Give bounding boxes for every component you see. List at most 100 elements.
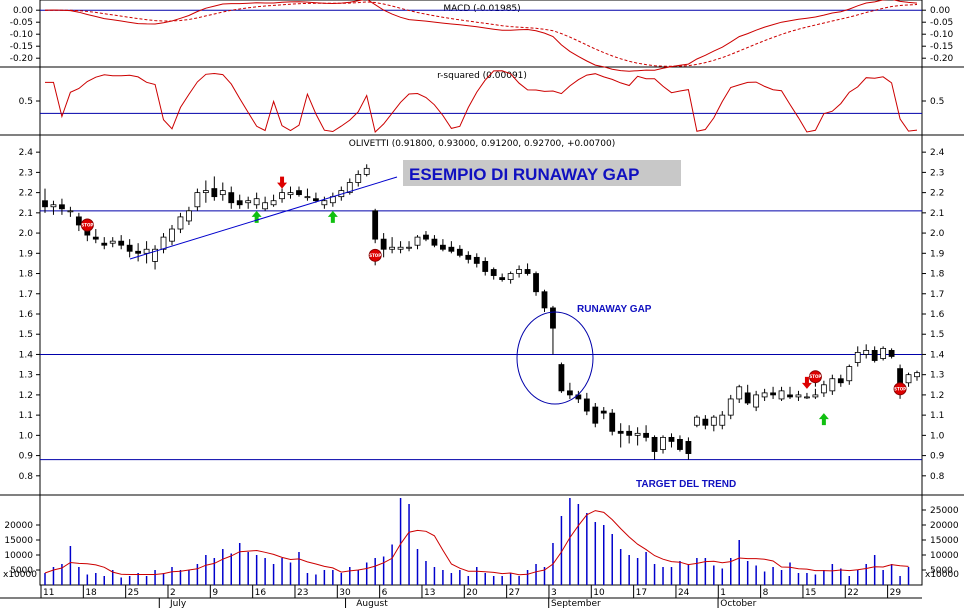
- candle-body-up: [169, 228, 175, 242]
- candle: [516, 265, 522, 278]
- price-tick-left: 2.3: [19, 168, 33, 178]
- candle: [609, 409, 616, 436]
- price-tick-right: 1.5: [930, 330, 944, 340]
- candle-body-up: [507, 273, 514, 281]
- candle: [92, 229, 99, 244]
- stop-sign-disc: [893, 382, 907, 396]
- candle-body-up: [186, 210, 192, 222]
- candle: [363, 164, 370, 177]
- candle: [846, 364, 853, 385]
- macd-tick-left: -0.15: [10, 42, 33, 52]
- candle: [355, 170, 362, 187]
- candle-body-up: [109, 240, 116, 244]
- price-tick-left: 1.7: [19, 290, 33, 300]
- candle-body-up: [795, 394, 802, 398]
- date-label: 24: [678, 588, 690, 598]
- macd-tick-left: -0.05: [10, 18, 33, 28]
- candle-body-up: [346, 182, 353, 194]
- candle: [753, 390, 760, 412]
- candle-body-down: [685, 441, 692, 454]
- candle: [499, 273, 506, 282]
- candle: [812, 388, 819, 399]
- stop-sign-text: STOP: [809, 374, 821, 379]
- volume-average-line: [44, 510, 909, 576]
- big-label-background: [403, 160, 681, 186]
- candle: [279, 188, 285, 203]
- candle: [465, 251, 472, 264]
- candle-body-down: [42, 200, 48, 208]
- candle: [854, 346, 861, 367]
- price-tick-right: 1.9: [930, 249, 945, 259]
- candle: [871, 346, 878, 363]
- candle: [126, 239, 133, 258]
- volume-tick-left: 10000: [4, 551, 33, 561]
- macd-tick-left: -0.10: [10, 30, 34, 40]
- buy-arrow-green: [251, 210, 262, 223]
- candle-body-up: [279, 192, 285, 200]
- candle: [804, 392, 810, 399]
- candle: [135, 243, 142, 262]
- candle-body-down: [702, 418, 709, 426]
- x-axis: 11 18 25 2 9 16 23 30 6 13 20 27 3 10 17 24 1 8 15 22 29July…: [40, 585, 901, 608]
- price-tick-right: 1.6: [930, 310, 945, 320]
- candle-body-down: [465, 254, 472, 260]
- candle: [533, 271, 539, 296]
- candle: [880, 346, 887, 361]
- candle: [660, 435, 666, 454]
- sell-arrow-red: [277, 176, 288, 189]
- date-label: 3: [551, 588, 557, 598]
- candle-body-up: [880, 347, 887, 359]
- candle: [897, 364, 903, 385]
- candle-body-up: [406, 246, 412, 249]
- candle-body-down: [372, 210, 379, 240]
- price-tick-left: 1.6: [19, 310, 34, 320]
- candle: [186, 206, 192, 225]
- candle-body-up: [397, 246, 404, 250]
- candle-body-down: [600, 410, 607, 414]
- trend-target-label: TARGET DEL TREND: [636, 479, 736, 490]
- candle-body-down: [677, 439, 683, 450]
- candle: [702, 415, 709, 430]
- month-label: September: [551, 599, 601, 608]
- candle-body-down: [609, 412, 616, 432]
- candle: [211, 176, 218, 201]
- candle-body-down: [101, 242, 108, 246]
- volume-bars: [44, 498, 910, 585]
- candle-body-down: [499, 277, 506, 281]
- candle: [626, 425, 633, 444]
- price-tick-left: 1.4: [19, 350, 34, 360]
- volume-tick-left: 5000: [10, 566, 33, 576]
- candle-body-up: [854, 352, 861, 363]
- candle-body-up: [363, 167, 370, 175]
- price-tick-left: 1.8: [19, 270, 34, 280]
- candle: [101, 237, 108, 250]
- candle: [761, 388, 768, 401]
- candle: [473, 253, 480, 268]
- candle: [304, 188, 311, 201]
- candle-body-down: [643, 432, 649, 438]
- macd-tick-right: -0.10: [930, 30, 954, 40]
- price-title: OLIVETTI (0.91800, 0.93000, 0.91200, 0.9…: [349, 139, 615, 149]
- candle: [456, 245, 463, 258]
- candle: [194, 188, 201, 211]
- rsq-tick-left: 0.5: [19, 97, 33, 107]
- candle-body-down: [380, 238, 387, 250]
- macd-tick-right: -0.20: [930, 54, 954, 64]
- candle-body-up: [846, 366, 853, 382]
- candle: [592, 402, 599, 428]
- date-label: 20: [466, 588, 478, 598]
- price-tick-right: 1.3: [930, 371, 944, 381]
- candle-body-up: [914, 372, 920, 378]
- date-label: 27: [509, 588, 520, 598]
- candle: [253, 192, 260, 209]
- candle: [406, 241, 412, 252]
- stop-sign-disc: [368, 248, 382, 262]
- candle: [109, 237, 116, 248]
- candle: [440, 239, 446, 252]
- candle-body-up: [50, 204, 57, 208]
- rsq-tick-right: 0.5: [930, 97, 944, 107]
- price-tick-right: 1.7: [930, 290, 944, 300]
- stop-sign-text: STOP: [81, 222, 93, 227]
- candle-body-down: [75, 216, 82, 226]
